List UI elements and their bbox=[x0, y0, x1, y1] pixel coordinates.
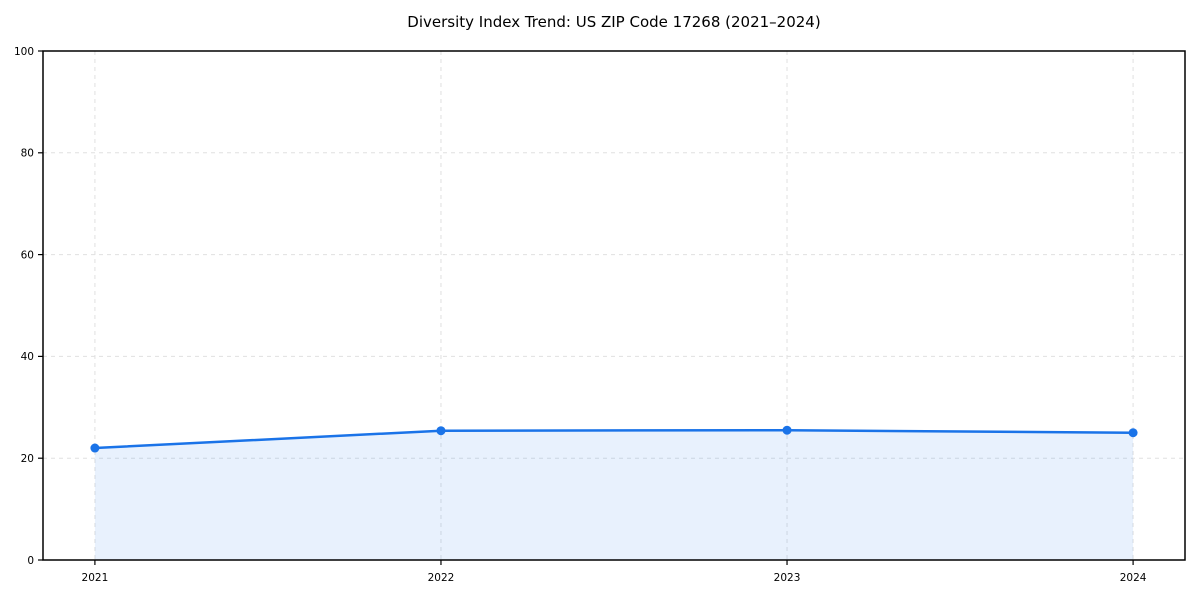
y-tick-label: 0 bbox=[27, 555, 34, 567]
y-tick-label: 80 bbox=[21, 148, 34, 160]
data-point bbox=[782, 425, 792, 435]
plot-border bbox=[42, 50, 1186, 561]
x-tick-label: 2022 bbox=[428, 572, 455, 584]
y-tick-label: 40 bbox=[21, 351, 34, 363]
area-fill bbox=[94, 430, 1134, 560]
x-tick-label: 2024 bbox=[1120, 572, 1147, 584]
data-point bbox=[90, 443, 100, 453]
x-tick-label: 2021 bbox=[82, 572, 109, 584]
data-point bbox=[436, 426, 446, 436]
data-point bbox=[1128, 428, 1138, 438]
chart-title: Diversity Index Trend: US ZIP Code 17268… bbox=[407, 13, 821, 31]
y-tick-label: 60 bbox=[21, 249, 34, 261]
trend-line bbox=[93, 428, 1135, 450]
x-tick-label: 2023 bbox=[774, 572, 801, 584]
y-tick-label: 20 bbox=[21, 453, 34, 465]
y-tick-label: 100 bbox=[14, 46, 34, 58]
